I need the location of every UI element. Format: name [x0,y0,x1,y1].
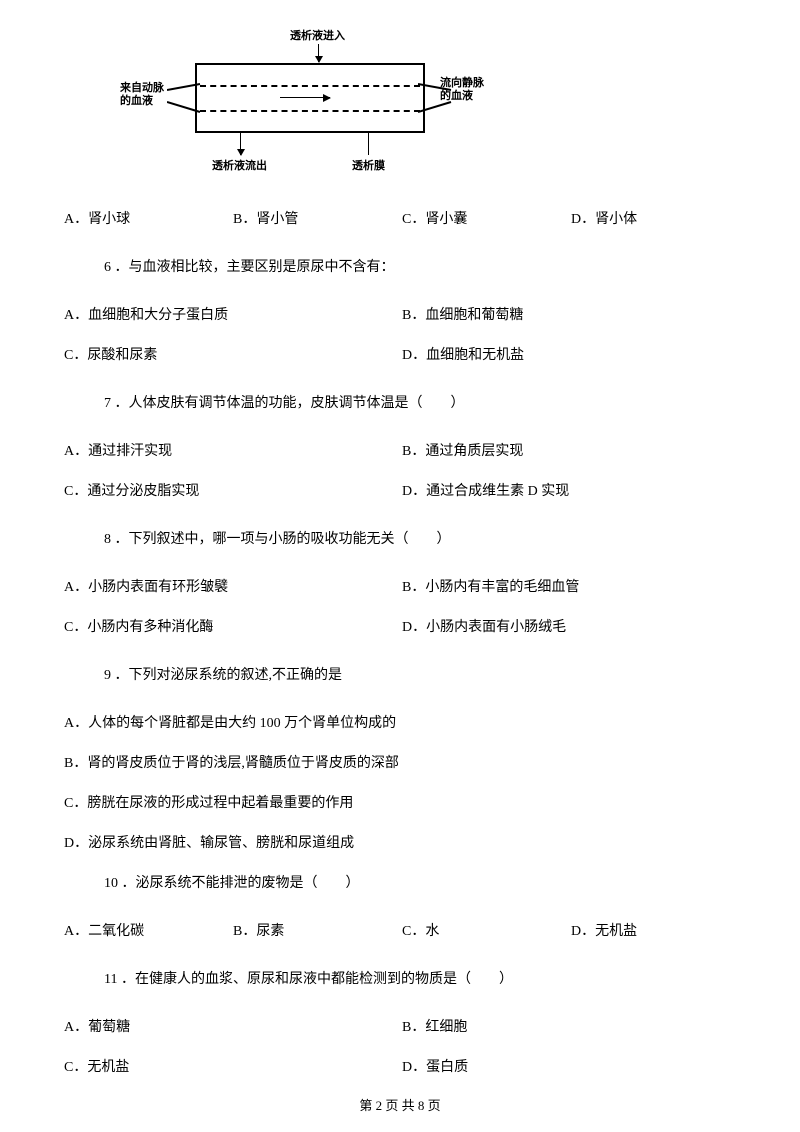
q9-opt-a: A．人体的每个肾脏都是由大约 100 万个肾单位构成的 [60,712,740,732]
left-label-l2: 的血液 [120,95,153,107]
page-footer: 第 2 页 共 8 页 [0,1095,800,1114]
left-funnel [167,80,202,118]
right-funnel [418,80,453,118]
q9-opt-d: D．泌尿系统由肾脏、输尿管、膀胱和尿道组成 [60,832,740,852]
diagram-bottom-left-label: 透析液流出 [212,160,267,173]
q5-opt-c: C．肾小囊 [402,208,571,228]
top-arrow [318,44,319,62]
q7-opt-a: A．通过排汗实现 [64,440,402,460]
q5-opt-a: A．肾小球 [64,208,233,228]
q5-opt-d: D．肾小体 [571,208,740,228]
q5-opt-b: B．肾小管 [233,208,402,228]
q7-opt-b: B．通过角质层实现 [402,440,740,460]
q6-opt-c: C．尿酸和尿素 [64,344,402,364]
q7-opt-c: C．通过分泌皮脂实现 [64,480,402,500]
q8-opt-b: B．小肠内有丰富的毛细血管 [402,576,740,596]
q9-options: A．人体的每个肾脏都是由大约 100 万个肾单位构成的 B．肾的肾皮质位于肾的浅… [60,712,740,852]
q9-text: 9 ．下列对泌尿系统的叙述,不正确的是 [60,664,740,684]
q8-opt-d: D．小肠内表面有小肠绒毛 [402,616,740,636]
q5-options: A．肾小球 B．肾小管 C．肾小囊 D．肾小体 [60,208,740,228]
q8-text: 8 ．下列叙述中，哪一项与小肠的吸收功能无关（ ） [60,528,740,548]
diagram-left-label: 来自动脉 的血液 [120,82,164,107]
q11-text: 11 ．在健康人的血浆、原尿和尿液中都能检测到的物质是（ ） [60,968,740,988]
q10-text: 10 ．泌尿系统不能排泄的废物是（ ） [60,872,740,892]
q6-options: A．血细胞和大分子蛋白质 B．血细胞和葡萄糖 C．尿酸和尿素 D．血细胞和无机盐 [60,304,740,384]
q7-text: 7 ．人体皮肤有调节体温的功能，皮肤调节体温是（ ） [60,392,740,412]
dialysis-diagram: 透析液进入 来自动脉 的血液 流向静脉 的血液 透析液流出 [120,30,740,190]
q10-opt-a: A．二氧化碳 [64,920,233,940]
q10-opt-c: C．水 [402,920,571,940]
q10-opt-d: D．无机盐 [571,920,740,940]
diagram-bottom-right-label: 透析膜 [352,160,385,173]
outer-box [195,63,425,133]
q11-opt-c: C．无机盐 [64,1056,402,1076]
dashed-bot [200,110,420,112]
q10-opt-b: B．尿素 [233,920,402,940]
q11-opt-d: D．蛋白质 [402,1056,740,1076]
membrane-pointer [368,133,369,155]
dashed-top [200,85,420,87]
left-label-l1: 来自动脉 [120,82,164,94]
q9-opt-b: B．肾的肾皮质位于肾的浅层,肾髓质位于肾皮质的深部 [60,752,740,772]
q7-opt-d: D．通过合成维生素 D 实现 [402,480,740,500]
mid-arrow [280,97,330,98]
q11-options: A．葡萄糖 B．红细胞 C．无机盐 D．蛋白质 [60,1016,740,1096]
q6-text: 6 ．与血液相比较，主要区别是原尿中不含有： [60,256,740,276]
q6-opt-d: D．血细胞和无机盐 [402,344,740,364]
q11-opt-b: B．红细胞 [402,1016,740,1036]
diagram-top-label: 透析液进入 [290,30,345,43]
q9-opt-c: C．膀胱在尿液的形成过程中起着最重要的作用 [60,792,740,812]
q6-opt-a: A．血细胞和大分子蛋白质 [64,304,402,324]
q8-options: A．小肠内表面有环形皱襞 B．小肠内有丰富的毛细血管 C．小肠内有多种消化酶 D… [60,576,740,656]
q10-options: A．二氧化碳 B．尿素 C．水 D．无机盐 [60,920,740,940]
bottom-left-arrow [240,133,241,155]
q7-options: A．通过排汗实现 B．通过角质层实现 C．通过分泌皮脂实现 D．通过合成维生素 … [60,440,740,520]
q6-opt-b: B．血细胞和葡萄糖 [402,304,740,324]
diagram-canvas: 透析液进入 来自动脉 的血液 流向静脉 的血液 透析液流出 [120,30,480,190]
q8-opt-a: A．小肠内表面有环形皱襞 [64,576,402,596]
q11-opt-a: A．葡萄糖 [64,1016,402,1036]
q8-opt-c: C．小肠内有多种消化酶 [64,616,402,636]
